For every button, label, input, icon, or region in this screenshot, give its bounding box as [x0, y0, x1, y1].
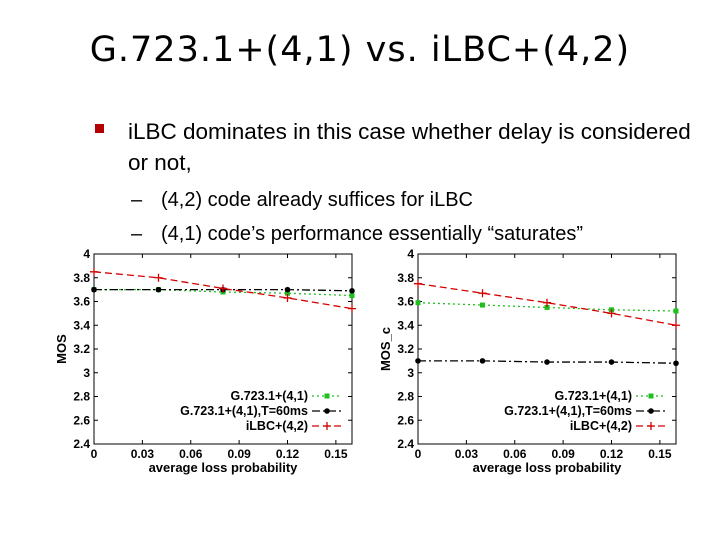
data-point — [154, 273, 163, 282]
x-tick-label: 0.03 — [455, 447, 479, 461]
legend-label: G.723.1+(4,1),T=60ms — [504, 404, 632, 418]
x-tick-label: 0.15 — [648, 447, 672, 461]
y-tick-label: 3 — [407, 366, 414, 380]
data-point — [648, 408, 654, 414]
legend-label: G.723.1+(4,1) — [555, 389, 632, 403]
main-bullet: iLBC dominates in this case whether dela… — [95, 116, 700, 178]
data-point — [323, 422, 331, 430]
data-point — [90, 267, 98, 276]
data-point — [219, 284, 227, 293]
x-tick-label: 0.09 — [227, 447, 251, 461]
y-tick-label: 3.6 — [73, 295, 90, 309]
mos-chart: 2.4 2.6 2.8 3 3.2 3.4 3.6 3.8 4 0 0.03 0.06 0.09 0.12… — [54, 247, 356, 475]
data-point — [543, 298, 551, 307]
data-point — [348, 304, 356, 313]
x-axis-label: average loss probability — [149, 460, 299, 475]
sub-bullet-1-text: (4,2) code already suffices for iLBC — [161, 189, 474, 211]
x-tick-label: 0.06 — [179, 447, 203, 461]
data-point — [349, 288, 355, 294]
x-tick-label: 0.15 — [324, 447, 348, 461]
data-point — [607, 309, 616, 318]
data-point — [673, 360, 679, 367]
bullet-square-icon — [95, 124, 104, 133]
plot-frame — [417, 253, 677, 445]
y-tick-label: 3.8 — [73, 271, 90, 285]
legend-label: iLBC+(4,2) — [246, 419, 308, 433]
x-tick-label: 0 — [415, 447, 422, 461]
x-tick-label: 0.12 — [600, 447, 624, 461]
data-point — [284, 286, 291, 293]
x-tick-label: 0.09 — [551, 447, 575, 461]
data-point — [673, 308, 679, 314]
data-point — [349, 293, 355, 299]
y-tick-label: 4 — [407, 247, 414, 261]
series-line-1 — [417, 302, 677, 312]
y-tick-label: 2.6 — [397, 413, 414, 427]
data-point — [479, 358, 486, 364]
sub-bullet-2-text: (4,1) code’s performance essentially “sa… — [161, 223, 584, 245]
data-point — [544, 359, 550, 365]
y-axis-label: MOS_c — [378, 327, 393, 371]
mos-c-chart: 2.4 2.6 2.8 3 3.2 3.4 3.6 3.8 4 0 0.03 0.06 0.09 0.12… — [378, 247, 680, 475]
y-tick-label: 3.6 — [397, 295, 414, 309]
data-point — [647, 422, 655, 430]
y-tick-label: 2.4 — [397, 437, 414, 451]
data-point — [672, 321, 680, 330]
main-bullet-text: iLBC dominates in this case whether dela… — [128, 119, 691, 175]
y-tick-label: 3.4 — [73, 318, 90, 332]
data-point — [544, 304, 550, 310]
sub-bullet-1: – (4,2) code already suffices for iLBC — [131, 188, 473, 212]
y-axis-label: MOS — [54, 334, 69, 364]
data-point — [283, 293, 292, 302]
y-tick-label: 3.4 — [397, 318, 414, 332]
data-point — [608, 359, 615, 365]
y-tick-label: 2.4 — [73, 437, 90, 451]
y-tick-label: 3.2 — [397, 342, 414, 356]
y-tick-label: 2.8 — [397, 390, 414, 404]
data-point — [155, 286, 162, 293]
x-tick-label: 0.03 — [131, 447, 155, 461]
x-axis-label: average loss probability — [473, 460, 623, 475]
legend-label: G.723.1+(4,1),T=60ms — [180, 404, 308, 418]
y-tick-label: 2.6 — [73, 413, 90, 427]
y-tick-label: 3.2 — [73, 342, 90, 356]
series-line-1 — [94, 288, 353, 297]
x-tick-label: 0.06 — [503, 447, 527, 461]
data-point — [91, 286, 97, 293]
data-point — [324, 408, 330, 414]
x-tick-label: 0.12 — [276, 447, 300, 461]
data-point — [324, 393, 330, 399]
sub-bullet-2: – (4,1) code’s performance essentially “s… — [131, 222, 583, 246]
dash-icon: – — [131, 189, 143, 211]
data-point — [415, 300, 421, 306]
slide-title: G.723.1+(4,1) vs. iLBC+(4,2) — [89, 30, 631, 70]
y-tick-label: 3 — [83, 366, 90, 380]
y-tick-label: 4 — [83, 247, 90, 261]
y-tick-label: 2.8 — [73, 390, 90, 404]
legend-label: iLBC+(4,2) — [570, 419, 632, 433]
dash-icon: – — [131, 223, 143, 245]
data-point — [478, 289, 487, 298]
data-point — [414, 279, 422, 288]
data-point — [285, 290, 290, 296]
y-tick-label: 3.8 — [397, 271, 414, 285]
x-tick-label: 0 — [91, 447, 98, 461]
data-point — [415, 358, 421, 364]
legend-label: G.723.1+(4,1) — [231, 389, 308, 403]
data-point — [648, 393, 654, 399]
data-point — [480, 302, 485, 308]
